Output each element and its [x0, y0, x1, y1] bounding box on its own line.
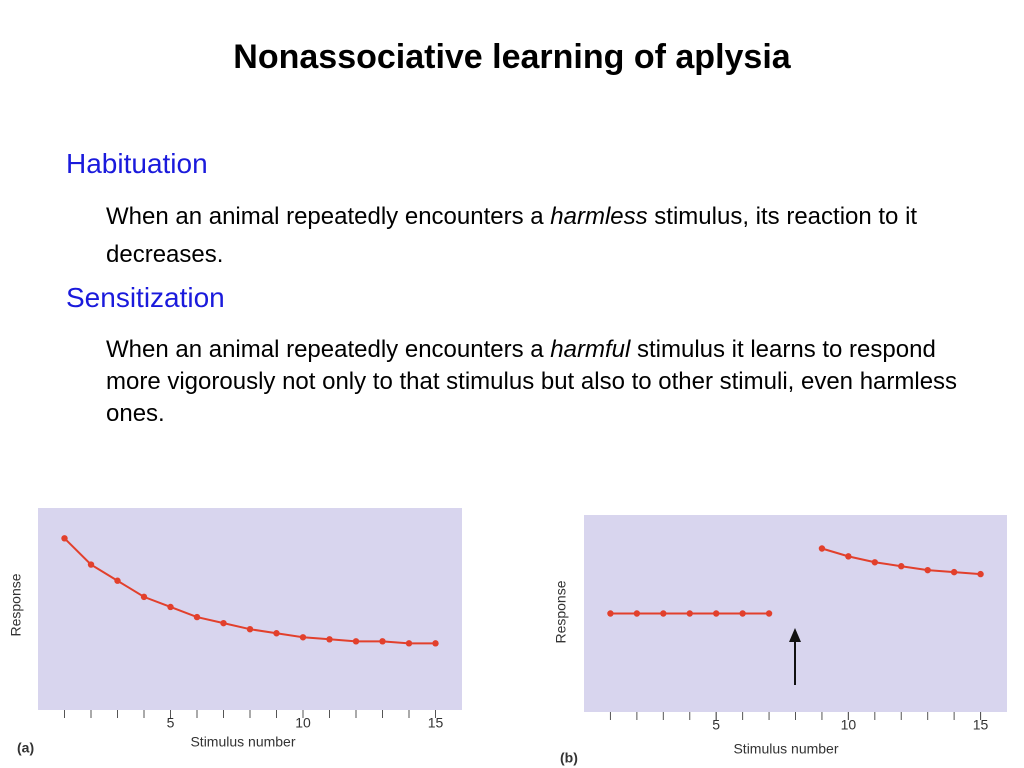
panel-label: (a) — [17, 740, 34, 756]
plot-area — [38, 508, 462, 710]
point — [167, 603, 174, 611]
point — [273, 630, 280, 637]
point — [977, 570, 984, 578]
x-tick-label: 5 — [712, 717, 720, 733]
x-tick-label: 10 — [841, 717, 857, 733]
point — [686, 610, 693, 617]
point — [607, 610, 614, 617]
point — [193, 613, 201, 621]
heading: Sensitization — [66, 282, 225, 313]
point — [898, 563, 905, 570]
point — [246, 626, 254, 633]
point — [739, 610, 746, 617]
point — [818, 545, 826, 552]
point — [140, 593, 148, 601]
point — [871, 559, 879, 566]
point — [845, 553, 852, 560]
x-tick-label: 15 — [428, 715, 444, 731]
emphasis: harmful — [550, 336, 631, 363]
body-text: When an animal repeatedly encounters a h… — [106, 334, 986, 430]
text: stimulus, its reaction to it decreases. — [106, 203, 918, 268]
point — [220, 619, 227, 627]
point — [633, 610, 641, 617]
point — [352, 638, 360, 645]
point — [924, 566, 931, 574]
body-text: When an animal repeatedly encounters a h… — [106, 198, 956, 274]
x-tick-label: 15 — [973, 717, 989, 733]
slide-title: Nonassociative learning of aplysia — [233, 38, 791, 76]
text: stimulus it learns to respond more vigor… — [106, 336, 958, 427]
point — [660, 610, 667, 617]
x-tick-label: 10 — [295, 715, 311, 731]
y-axis-label: Response — [8, 573, 24, 636]
emphasis: harmless — [550, 203, 648, 230]
point — [379, 638, 386, 645]
point — [712, 610, 720, 617]
point — [87, 561, 95, 568]
point — [61, 535, 68, 542]
point — [950, 568, 958, 576]
x-axis-label: Stimulus number — [190, 734, 295, 750]
point — [432, 640, 439, 647]
point — [765, 610, 773, 617]
heading: Habituation — [66, 148, 208, 179]
point — [299, 634, 307, 641]
text: When an animal repeatedly encounters a — [106, 203, 551, 230]
arrow-head — [789, 628, 801, 642]
panel-label: (b) — [560, 750, 578, 766]
point — [405, 640, 413, 647]
text: When an animal repeatedly encounters a — [106, 336, 551, 363]
x-tick-label: 5 — [167, 715, 175, 731]
point — [114, 577, 121, 584]
point — [326, 636, 333, 643]
x-axis-label: Stimulus number — [733, 741, 838, 757]
y-axis-label: Response — [553, 580, 569, 643]
